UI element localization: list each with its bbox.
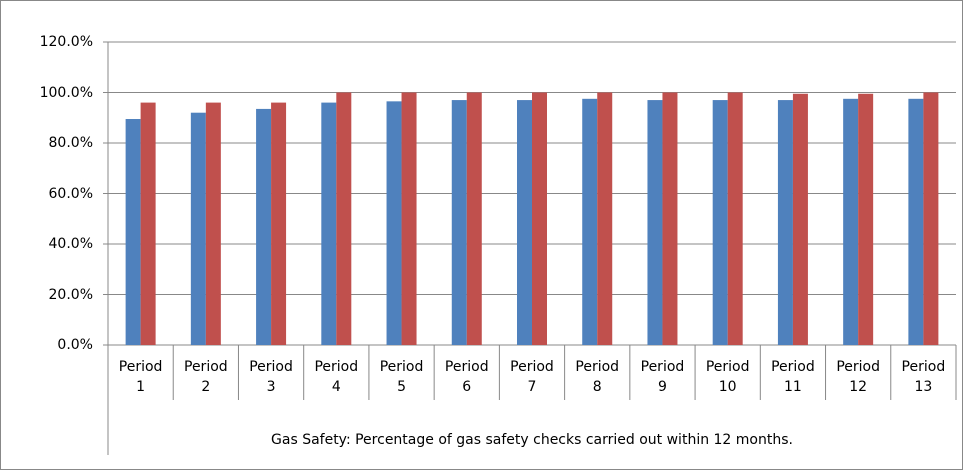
bar xyxy=(923,92,939,345)
x-tick-label: Period 12 xyxy=(836,359,880,395)
x-tick-label: Period 8 xyxy=(575,359,620,395)
x-tick-label: Period 11 xyxy=(771,359,815,395)
bar xyxy=(582,98,598,345)
bar xyxy=(843,98,859,345)
bar xyxy=(256,108,272,345)
x-tick-label: Period 5 xyxy=(379,359,424,395)
bar xyxy=(190,112,206,345)
y-tick-label: 60.0% xyxy=(48,185,93,202)
bar xyxy=(466,92,482,345)
y-tick-label: 20.0% xyxy=(48,286,93,303)
bar xyxy=(205,102,221,345)
bar xyxy=(140,102,156,345)
bar xyxy=(777,100,793,345)
x-tick-label: Period 2 xyxy=(184,359,228,395)
bar xyxy=(125,119,141,345)
bar xyxy=(858,93,874,345)
bar xyxy=(271,102,287,345)
y-tick-label: 100.0% xyxy=(39,84,93,101)
y-tick-label: 0.0% xyxy=(57,337,93,353)
x-tick-label: Period 4 xyxy=(314,359,359,395)
x-tick-label: Period 3 xyxy=(249,359,293,395)
x-tick-label: Period 10 xyxy=(705,359,750,395)
bar xyxy=(727,92,743,345)
y-tick-label: 80.0% xyxy=(48,135,93,151)
bar xyxy=(517,100,532,345)
x-tick-label: Period 13 xyxy=(901,359,946,395)
bar xyxy=(401,92,417,345)
bar xyxy=(321,102,337,345)
y-tick-label: 120.0% xyxy=(39,34,93,50)
bar xyxy=(712,100,728,345)
bar xyxy=(451,100,467,345)
x-tick-label: Period 7 xyxy=(510,359,554,395)
x-tick-label: Period 6 xyxy=(444,359,489,395)
x-tick-label: Period 1 xyxy=(118,359,163,395)
bar xyxy=(647,100,663,345)
bar xyxy=(386,101,402,346)
bar xyxy=(597,92,613,345)
bar xyxy=(532,92,547,345)
bar xyxy=(336,92,352,345)
x-tick-label: Period 9 xyxy=(640,359,685,395)
x-axis-label: Gas Safety: Percentage of gas safety che… xyxy=(271,432,793,448)
bar xyxy=(792,93,808,345)
bar xyxy=(662,92,678,345)
bar xyxy=(908,98,924,345)
y-tick-label: 40.0% xyxy=(48,236,93,252)
